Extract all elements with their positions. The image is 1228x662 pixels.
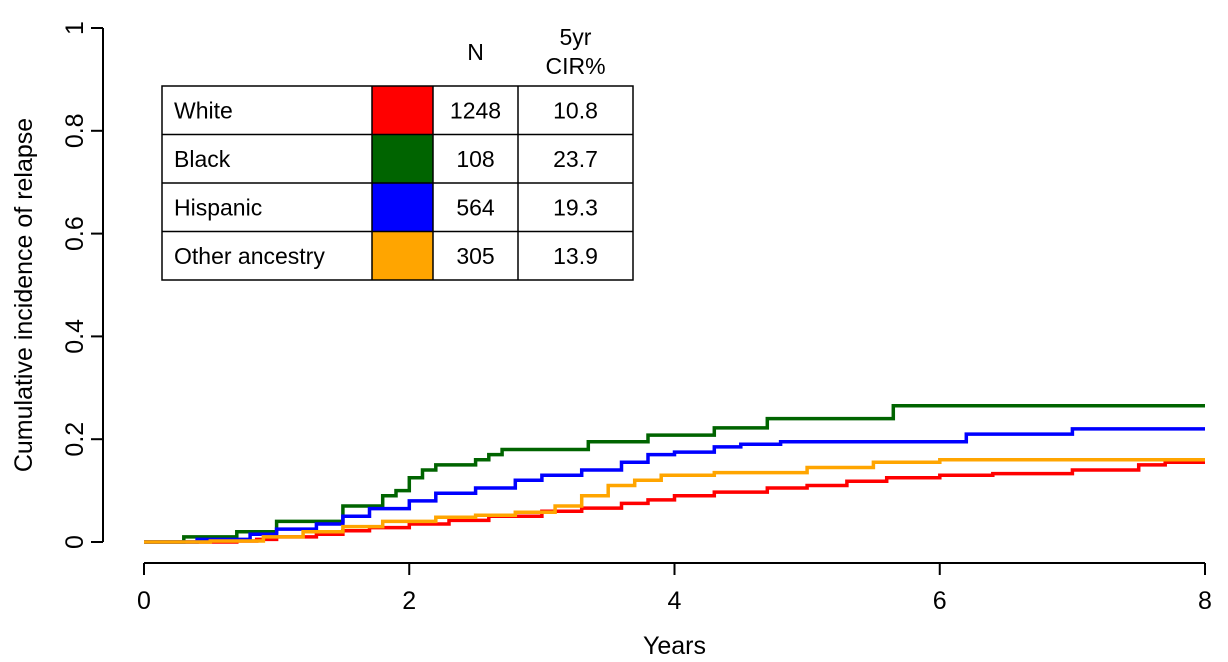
x-tick-label: 6 — [933, 587, 947, 615]
legend-cir-value: 10.8 — [553, 97, 598, 123]
y-tick-label: 0.4 — [61, 319, 89, 354]
x-tick-label: 2 — [402, 587, 416, 615]
x-tick-label: 0 — [137, 587, 151, 615]
legend-row-black: Black 108 23.7 — [174, 134, 598, 183]
y-tick-label: 0.2 — [61, 422, 89, 457]
legend-row-other-ancestry: Other ancestry 305 13.9 — [174, 231, 598, 280]
y-tick-label: 0.8 — [61, 113, 89, 148]
y-ticks: 0 0.2 0.4 0.6 0.8 1 — [61, 21, 103, 549]
y-tick-label: 0 — [61, 535, 89, 549]
legend-swatch — [372, 86, 433, 135]
legend-cir-value: 23.7 — [553, 146, 598, 172]
legend-n-value: 564 — [456, 194, 495, 220]
y-tick-label: 1 — [61, 21, 89, 35]
x-ticks: 0 2 4 6 8 — [137, 563, 1212, 615]
legend-n-value: 1248 — [450, 97, 501, 123]
legend-header-n: N — [467, 39, 484, 65]
legend-swatch — [372, 134, 433, 183]
legend-cir-value: 13.9 — [553, 243, 598, 269]
legend-swatch — [372, 231, 433, 280]
legend-header-5yr: 5yr — [560, 24, 592, 50]
series-line-black — [144, 404, 1205, 544]
legend-label: Other ancestry — [174, 243, 325, 269]
y-axis-title: Cumulative incidence of relapse — [10, 118, 38, 472]
legend-row-white: White 1248 10.8 — [174, 86, 598, 135]
x-tick-label: 4 — [668, 587, 682, 615]
legend-n-value: 305 — [456, 243, 494, 269]
series-line-hispanic — [144, 427, 1205, 544]
legend-header-cir-percent: CIR% — [545, 53, 605, 79]
series-line-other-ancestry — [144, 458, 1205, 544]
series-lines — [144, 404, 1205, 544]
y-tick-label: 0.6 — [61, 216, 89, 251]
legend-label: White — [174, 97, 233, 123]
legend-rows: White 1248 10.8 Black 108 23.7 Hispanic 564 19.3… — [161, 85, 634, 281]
legend-label: Hispanic — [174, 194, 262, 220]
legend-n-value: 108 — [456, 146, 494, 172]
legend-cir-value: 19.3 — [553, 194, 598, 220]
legend-swatch — [372, 183, 433, 232]
axes — [102, 28, 1205, 564]
legend-row-hispanic: Hispanic 564 19.3 — [174, 183, 598, 232]
x-axis-title: Years — [643, 632, 706, 660]
series-line-white — [144, 460, 1205, 544]
legend-label: Black — [174, 146, 231, 172]
x-tick-label: 8 — [1198, 587, 1212, 615]
legend-table: N 5yr CIR% White 1248 10.8 Black 108 23.7 Hisp… — [161, 24, 634, 281]
